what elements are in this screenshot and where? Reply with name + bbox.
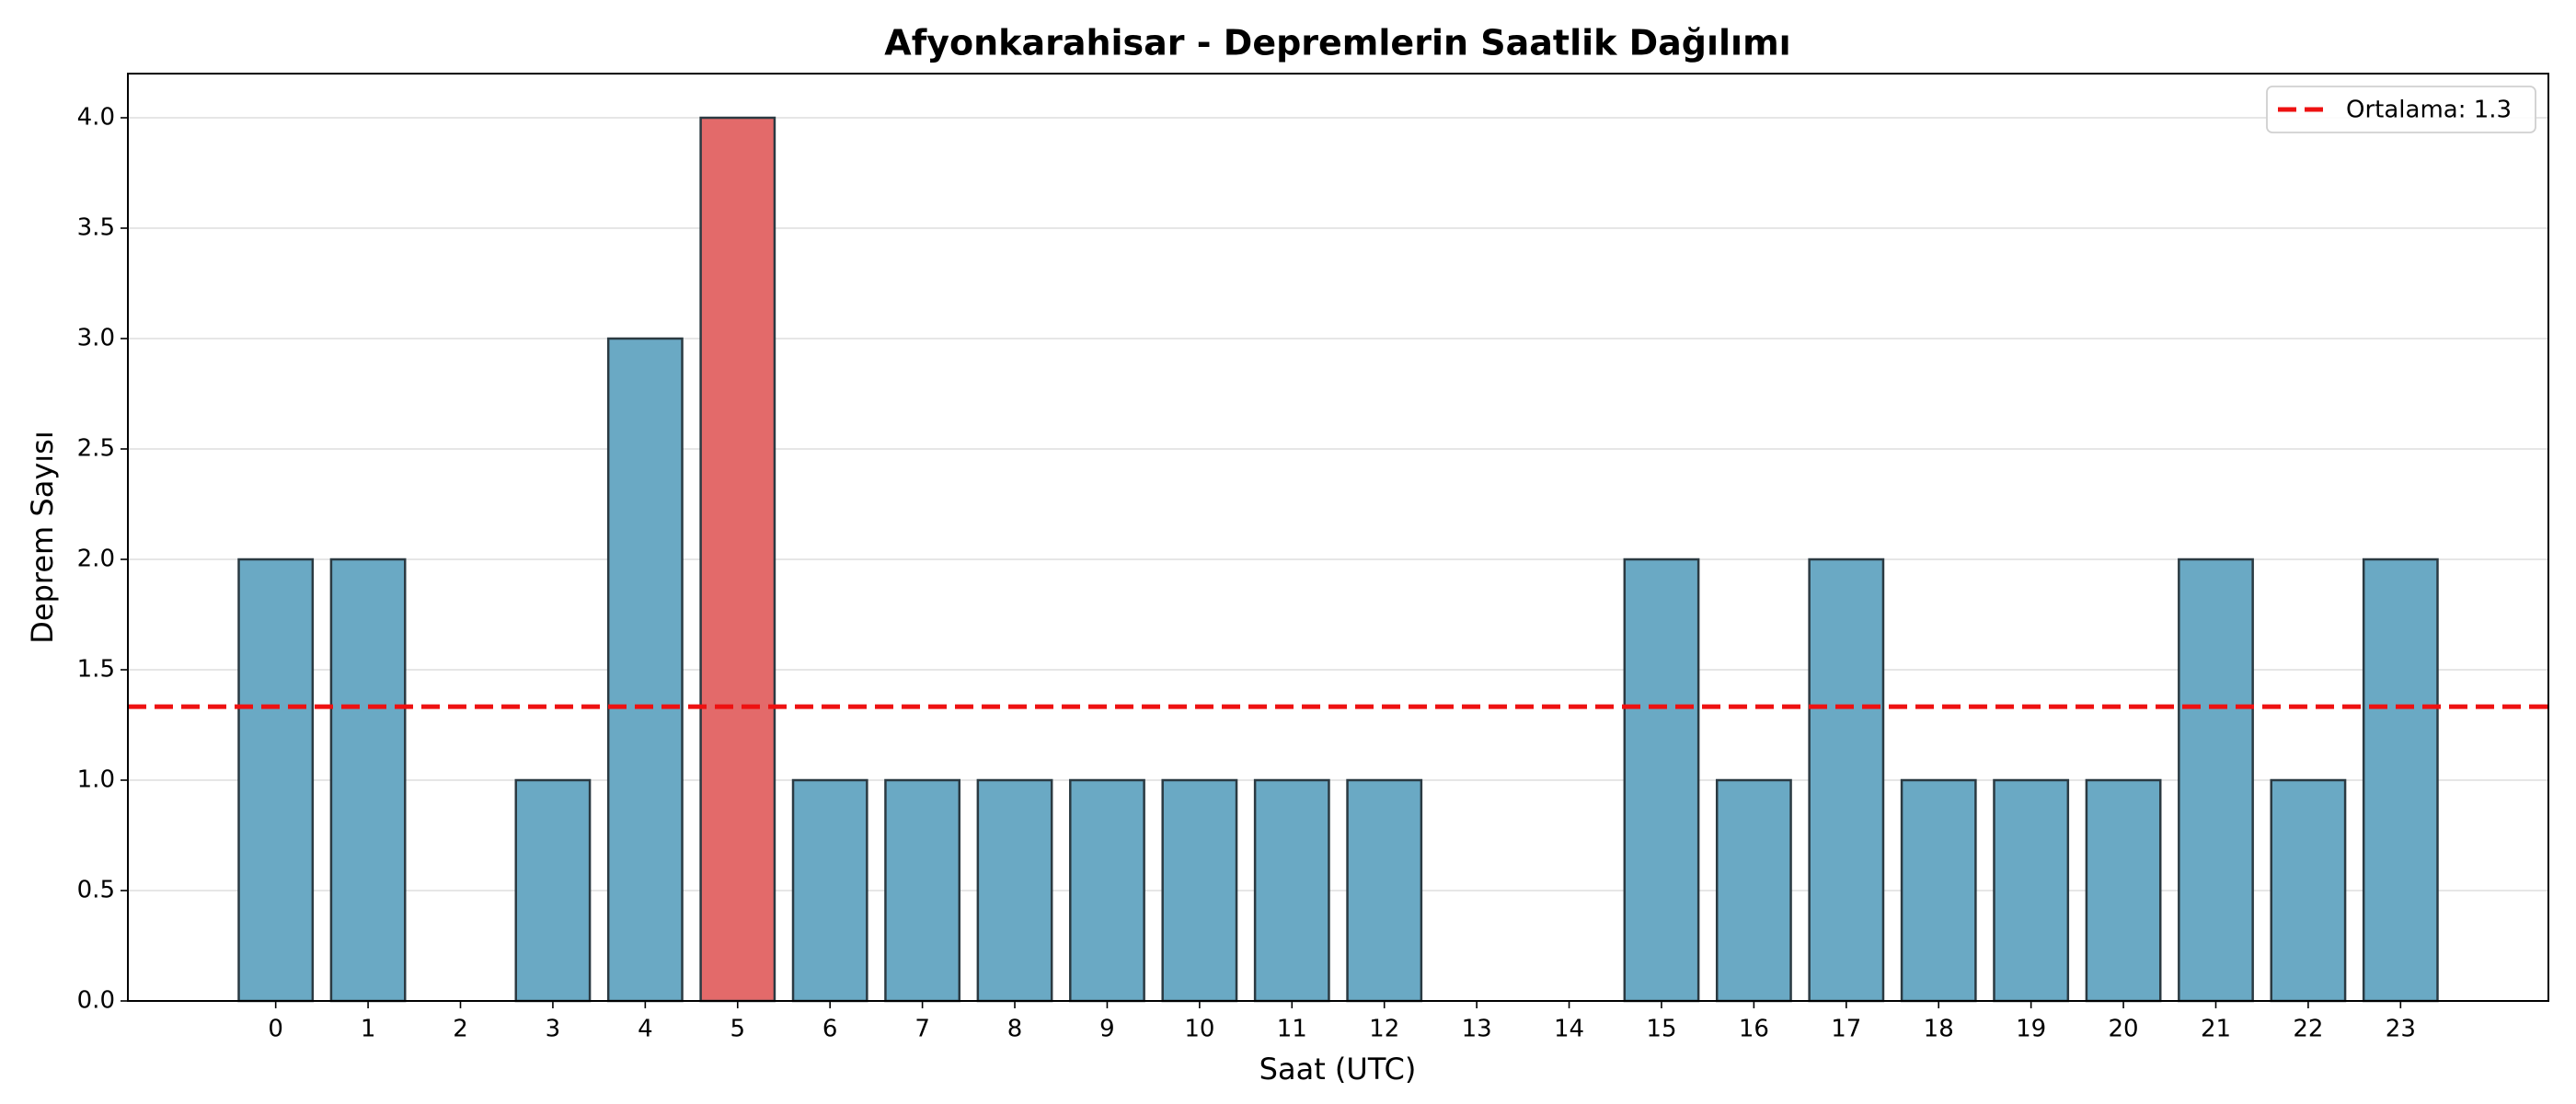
y-tick-label: 1.5 xyxy=(77,656,115,684)
bar xyxy=(1993,778,2070,1003)
legend-label: Ortalama: 1.3 xyxy=(2346,97,2512,124)
x-tick-label: 8 xyxy=(1007,1016,1023,1043)
x-tick-label: 5 xyxy=(730,1016,745,1043)
y-axis-label: Deprem Sayısı xyxy=(25,431,60,643)
y-tick-label: 0.0 xyxy=(77,987,115,1015)
bar xyxy=(237,558,315,1003)
bar xyxy=(2362,558,2439,1003)
y-tick-label: 2.0 xyxy=(77,546,115,573)
y-tick-label: 0.5 xyxy=(77,877,115,904)
bar xyxy=(1623,558,1700,1003)
x-tick-label: 3 xyxy=(546,1016,561,1043)
y-tick-label: 1.0 xyxy=(77,766,115,794)
bar xyxy=(976,778,1053,1003)
bar xyxy=(1346,778,1423,1003)
bar xyxy=(329,558,407,1003)
x-tick-label: 17 xyxy=(1831,1016,1861,1043)
x-tick-label: 20 xyxy=(2109,1016,2139,1043)
bar xyxy=(791,778,868,1003)
x-tick-label: 13 xyxy=(1462,1016,1492,1043)
x-tick-label: 19 xyxy=(2016,1016,2046,1043)
x-axis-label: Saat (UTC) xyxy=(1259,1052,1417,1087)
x-tick-label: 15 xyxy=(1646,1016,1676,1043)
bar xyxy=(2270,778,2347,1003)
x-tick-label: 21 xyxy=(2201,1016,2231,1043)
legend-box xyxy=(2266,86,2536,133)
x-tick-label: 12 xyxy=(1369,1016,1399,1043)
y-tick-label: 3.0 xyxy=(77,325,115,352)
x-tick-label: 23 xyxy=(2386,1016,2416,1043)
y-tick-label: 3.5 xyxy=(77,214,115,242)
bar xyxy=(699,116,776,1003)
bar xyxy=(514,778,592,1003)
bar xyxy=(1253,778,1330,1003)
bar xyxy=(1900,778,1977,1003)
plot-frame xyxy=(127,73,2549,1002)
x-tick-label: 1 xyxy=(361,1016,376,1043)
y-tick-label: 2.5 xyxy=(77,435,115,463)
bar xyxy=(1161,778,1238,1003)
bar xyxy=(1715,778,1792,1003)
x-tick-label: 18 xyxy=(1924,1016,1954,1043)
bar xyxy=(2178,558,2254,1003)
y-tick-label: 4.0 xyxy=(77,104,115,132)
x-tick-label: 9 xyxy=(1099,1016,1115,1043)
bar xyxy=(2085,778,2162,1003)
x-tick-label: 7 xyxy=(914,1016,930,1043)
bar xyxy=(884,778,961,1003)
x-tick-label: 14 xyxy=(1554,1016,1584,1043)
x-tick-label: 0 xyxy=(268,1016,283,1043)
bar xyxy=(1808,558,1885,1003)
x-tick-label: 22 xyxy=(2293,1016,2323,1043)
bar xyxy=(1069,778,1145,1003)
x-tick-label: 4 xyxy=(638,1016,653,1043)
x-tick-label: 16 xyxy=(1739,1016,1769,1043)
x-tick-label: 6 xyxy=(822,1016,838,1043)
x-tick-label: 10 xyxy=(1184,1016,1214,1043)
x-tick-label: 11 xyxy=(1277,1016,1307,1043)
bar xyxy=(606,337,684,1003)
x-tick-label: 2 xyxy=(453,1016,468,1043)
chart-title: Afyonkarahisar - Depremlerin Saatlik Dağ… xyxy=(884,23,1790,63)
